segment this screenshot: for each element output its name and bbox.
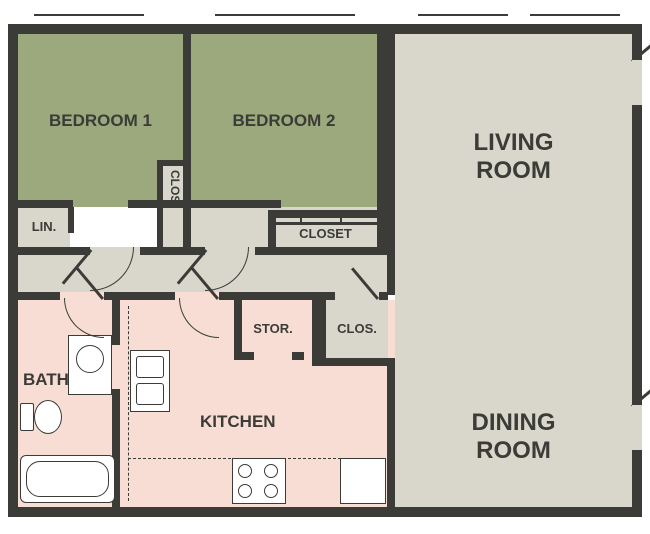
label-bedroom-2: BEDROOM 2 bbox=[233, 111, 336, 131]
room-dining: DINING ROOM bbox=[395, 280, 632, 513]
fixture-toilet-bowl bbox=[34, 400, 62, 434]
wall-linen-right bbox=[68, 207, 74, 233]
clos-b2-tick1 bbox=[300, 210, 302, 222]
label-closet-k: CLOS. bbox=[337, 322, 377, 337]
window-1 bbox=[34, 14, 144, 26]
door-opening-bath2 bbox=[112, 345, 120, 389]
door-open-entry1 bbox=[632, 60, 642, 105]
room-closet-kitchen: CLOS. bbox=[326, 300, 388, 358]
fixture-kitchen-sink-basin2 bbox=[136, 383, 164, 405]
window-4 bbox=[530, 14, 620, 26]
fixture-vanity-sink bbox=[76, 345, 104, 373]
fixture-stove-burner1 bbox=[238, 464, 252, 478]
door-opening-stor bbox=[254, 352, 292, 360]
fixture-fridge bbox=[340, 458, 386, 504]
wall-bed2-bottom-2 bbox=[275, 210, 377, 218]
wall-clos-b1-left bbox=[157, 160, 163, 250]
label-closet-b2: CLOSET bbox=[299, 227, 352, 242]
wall-outer-left bbox=[8, 24, 18, 517]
fixture-bathtub-inner bbox=[26, 461, 109, 497]
wall-clos-b2-shelf bbox=[275, 222, 377, 225]
fixture-stove-burner4 bbox=[264, 484, 278, 498]
clos-b2-tick2 bbox=[340, 210, 342, 222]
window-2 bbox=[215, 14, 355, 26]
wall-outer-bottom bbox=[8, 507, 642, 517]
room-storage: STOR. bbox=[242, 300, 304, 358]
window-3 bbox=[418, 14, 508, 26]
label-dining: DINING ROOM bbox=[472, 409, 556, 464]
wall-bed1-bottom bbox=[18, 200, 73, 208]
label-bath: BATH bbox=[23, 370, 69, 390]
door-open-entry2 bbox=[632, 405, 642, 450]
fixture-toilet-tank bbox=[20, 403, 34, 431]
wall-closk-bottom bbox=[312, 358, 395, 366]
label-bedroom-1: BEDROOM 1 bbox=[49, 111, 152, 131]
label-linen: LIN. bbox=[32, 220, 57, 235]
fixture-kitchen-sink-basin1 bbox=[136, 356, 164, 378]
room-bedroom-2: BEDROOM 2 bbox=[191, 34, 377, 207]
wall-clos-b1-top bbox=[157, 160, 191, 166]
wall-living-left-3 bbox=[387, 358, 395, 513]
label-living: LIVING ROOM bbox=[473, 129, 553, 184]
wall-clos-b2-left bbox=[268, 210, 276, 250]
fixture-stove-burner2 bbox=[264, 464, 278, 478]
label-kitchen: KITCHEN bbox=[200, 412, 276, 432]
floor-plan: BEDROOM 1 BEDROOM 2 LIVING ROOM DINING R… bbox=[0, 0, 650, 534]
label-storage: STOR. bbox=[253, 322, 293, 337]
fixture-stove-burner3 bbox=[238, 484, 252, 498]
wall-bed2-bottom bbox=[191, 200, 281, 208]
wall-stor-left bbox=[234, 300, 242, 358]
wall-living-left bbox=[377, 34, 395, 247]
room-linen: LIN. bbox=[18, 207, 70, 247]
wall-closk-left bbox=[312, 300, 326, 366]
wall-bed-divider bbox=[183, 34, 191, 247]
room-living: LIVING ROOM bbox=[395, 34, 632, 280]
